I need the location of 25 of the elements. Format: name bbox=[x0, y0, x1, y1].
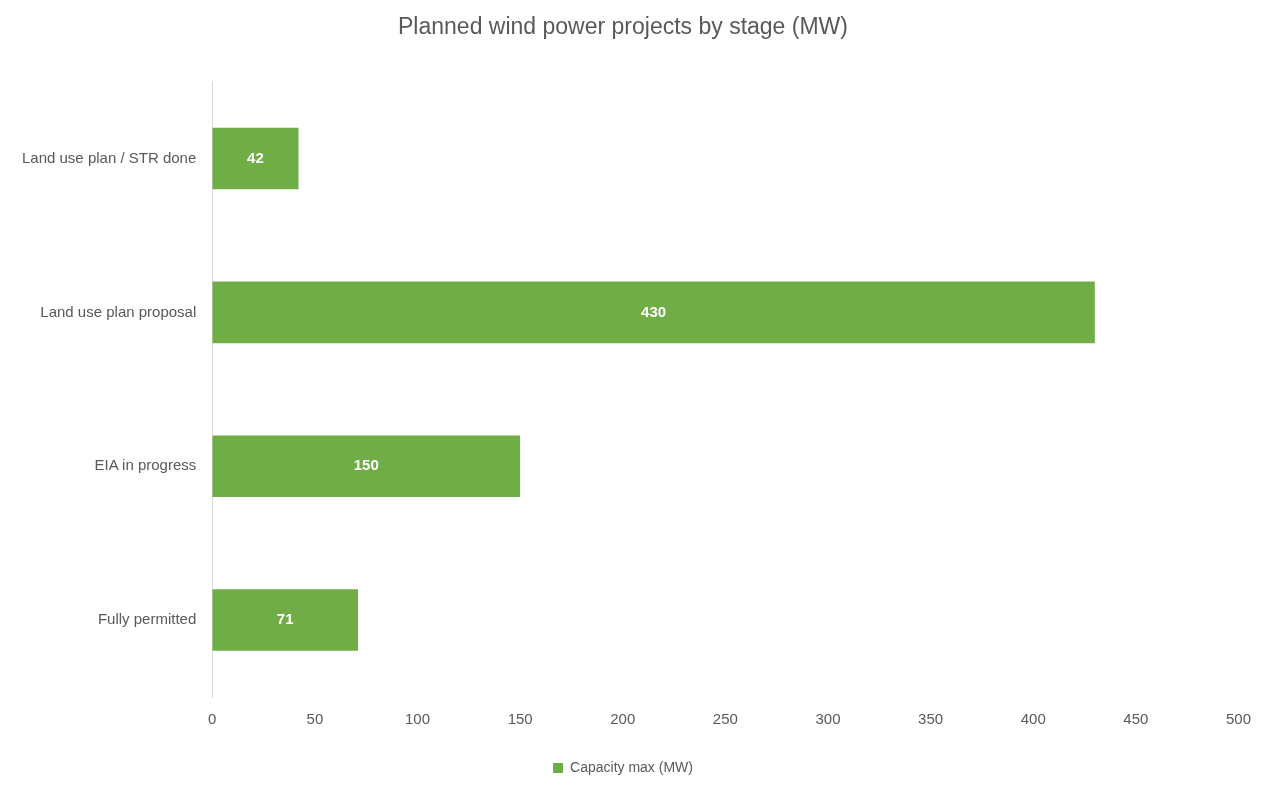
x-tick-label: 50 bbox=[306, 710, 324, 728]
x-tick-label: 300 bbox=[815, 710, 841, 728]
data-label: 71 bbox=[276, 610, 294, 628]
x-tick-label: 350 bbox=[918, 710, 944, 728]
x-tick-label: 450 bbox=[1123, 710, 1149, 728]
bar bbox=[212, 281, 1095, 344]
y-tick-label: Fully permitted bbox=[97, 610, 197, 628]
y-tick-label: Land use plan / STR done bbox=[21, 148, 197, 166]
y-tick-label: EIA in progress bbox=[94, 456, 197, 474]
x-tick-label: 150 bbox=[507, 710, 533, 728]
data-label: 430 bbox=[641, 302, 667, 320]
bar bbox=[212, 435, 521, 497]
chart-title: Planned wind power projects by stage (MW) bbox=[398, 13, 848, 40]
bar bbox=[212, 127, 299, 190]
x-tick-label: 400 bbox=[1020, 710, 1046, 728]
legend-label: Capacity max (MW) bbox=[570, 758, 693, 775]
data-label: 42 bbox=[247, 148, 264, 166]
bar bbox=[212, 589, 359, 651]
x-tick-label: 200 bbox=[610, 710, 636, 728]
x-tick-label: 250 bbox=[712, 710, 738, 728]
x-tick-label: 0 bbox=[208, 710, 217, 728]
y-tick-label: Land use plan proposal bbox=[40, 302, 197, 320]
x-tick-label: 500 bbox=[1225, 710, 1251, 728]
x-tick-label: 100 bbox=[405, 710, 431, 728]
data-label: 150 bbox=[353, 456, 379, 474]
